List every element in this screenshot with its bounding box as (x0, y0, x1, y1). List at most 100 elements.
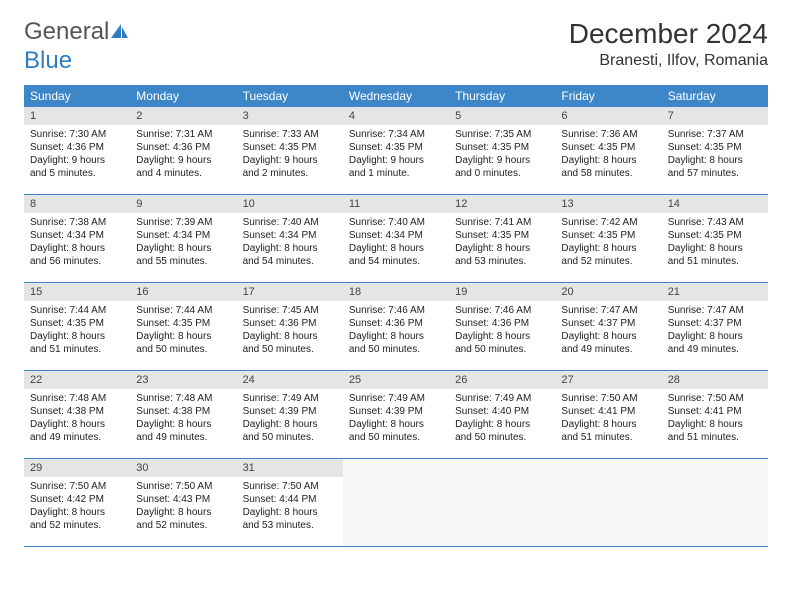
title-block: December 2024 Branesti, Ilfov, Romania (569, 18, 768, 70)
daylight-text: Daylight: 8 hours and 50 minutes. (136, 330, 230, 356)
calendar-day-cell: 6Sunrise: 7:36 AMSunset: 4:35 PMDaylight… (555, 107, 661, 195)
day-details: Sunrise: 7:49 AMSunset: 4:40 PMDaylight:… (449, 389, 555, 449)
sunrise-text: Sunrise: 7:44 AM (30, 304, 124, 317)
day-number: 12 (449, 195, 555, 213)
day-number: 13 (555, 195, 661, 213)
calendar-week-row: 1Sunrise: 7:30 AMSunset: 4:36 PMDaylight… (24, 107, 768, 195)
sunset-text: Sunset: 4:37 PM (668, 317, 762, 330)
calendar-day-cell: 27Sunrise: 7:50 AMSunset: 4:41 PMDayligh… (555, 371, 661, 459)
daylight-text: Daylight: 8 hours and 52 minutes. (136, 506, 230, 532)
daylight-text: Daylight: 8 hours and 51 minutes. (668, 418, 762, 444)
sunrise-text: Sunrise: 7:47 AM (561, 304, 655, 317)
day-details: Sunrise: 7:50 AMSunset: 4:41 PMDaylight:… (662, 389, 768, 449)
day-number: 11 (343, 195, 449, 213)
calendar-day-cell: 14Sunrise: 7:43 AMSunset: 4:35 PMDayligh… (662, 195, 768, 283)
daylight-text: Daylight: 8 hours and 51 minutes. (668, 242, 762, 268)
day-number: 10 (237, 195, 343, 213)
sunrise-text: Sunrise: 7:30 AM (30, 128, 124, 141)
sunset-text: Sunset: 4:35 PM (349, 141, 443, 154)
day-number: 25 (343, 371, 449, 389)
brand-text: GeneralBlue (24, 18, 129, 75)
sunrise-text: Sunrise: 7:49 AM (243, 392, 337, 405)
day-number: 18 (343, 283, 449, 301)
calendar-day-cell: 7Sunrise: 7:37 AMSunset: 4:35 PMDaylight… (662, 107, 768, 195)
day-details: Sunrise: 7:47 AMSunset: 4:37 PMDaylight:… (662, 301, 768, 361)
daylight-text: Daylight: 8 hours and 50 minutes. (243, 330, 337, 356)
month-title: December 2024 (569, 18, 768, 50)
day-number: 1 (24, 107, 130, 125)
day-details: Sunrise: 7:40 AMSunset: 4:34 PMDaylight:… (237, 213, 343, 273)
calendar-day-cell: 13Sunrise: 7:42 AMSunset: 4:35 PMDayligh… (555, 195, 661, 283)
sunrise-text: Sunrise: 7:50 AM (136, 480, 230, 493)
calendar-day-cell: 17Sunrise: 7:45 AMSunset: 4:36 PMDayligh… (237, 283, 343, 371)
sunset-text: Sunset: 4:34 PM (243, 229, 337, 242)
sunset-text: Sunset: 4:36 PM (136, 141, 230, 154)
calendar-day-cell: 18Sunrise: 7:46 AMSunset: 4:36 PMDayligh… (343, 283, 449, 371)
day-details: Sunrise: 7:39 AMSunset: 4:34 PMDaylight:… (130, 213, 236, 273)
sunset-text: Sunset: 4:42 PM (30, 493, 124, 506)
daylight-text: Daylight: 8 hours and 58 minutes. (561, 154, 655, 180)
sunset-text: Sunset: 4:36 PM (30, 141, 124, 154)
daylight-text: Daylight: 9 hours and 2 minutes. (243, 154, 337, 180)
day-number: 4 (343, 107, 449, 125)
sunrise-text: Sunrise: 7:48 AM (30, 392, 124, 405)
daylight-text: Daylight: 8 hours and 53 minutes. (243, 506, 337, 532)
daylight-text: Daylight: 8 hours and 49 minutes. (136, 418, 230, 444)
sunrise-text: Sunrise: 7:42 AM (561, 216, 655, 229)
sunrise-text: Sunrise: 7:43 AM (668, 216, 762, 229)
day-number: 17 (237, 283, 343, 301)
sunrise-text: Sunrise: 7:40 AM (349, 216, 443, 229)
day-details: Sunrise: 7:38 AMSunset: 4:34 PMDaylight:… (24, 213, 130, 273)
calendar-head: SundayMondayTuesdayWednesdayThursdayFrid… (24, 85, 768, 107)
calendar-day-cell: 19Sunrise: 7:46 AMSunset: 4:36 PMDayligh… (449, 283, 555, 371)
day-number: 19 (449, 283, 555, 301)
calendar-day-cell: 12Sunrise: 7:41 AMSunset: 4:35 PMDayligh… (449, 195, 555, 283)
daylight-text: Daylight: 8 hours and 56 minutes. (30, 242, 124, 268)
sunrise-text: Sunrise: 7:50 AM (243, 480, 337, 493)
day-number: 6 (555, 107, 661, 125)
sunset-text: Sunset: 4:35 PM (30, 317, 124, 330)
daylight-text: Daylight: 8 hours and 51 minutes. (30, 330, 124, 356)
sunrise-text: Sunrise: 7:50 AM (668, 392, 762, 405)
sunrise-text: Sunrise: 7:50 AM (561, 392, 655, 405)
day-details: Sunrise: 7:50 AMSunset: 4:43 PMDaylight:… (130, 477, 236, 537)
day-details: Sunrise: 7:46 AMSunset: 4:36 PMDaylight:… (449, 301, 555, 361)
day-number: 21 (662, 283, 768, 301)
sunset-text: Sunset: 4:36 PM (455, 317, 549, 330)
calendar-day-cell: 10Sunrise: 7:40 AMSunset: 4:34 PMDayligh… (237, 195, 343, 283)
location-text: Branesti, Ilfov, Romania (569, 52, 768, 70)
calendar-day-cell: 4Sunrise: 7:34 AMSunset: 4:35 PMDaylight… (343, 107, 449, 195)
day-number: 8 (24, 195, 130, 213)
day-details: Sunrise: 7:40 AMSunset: 4:34 PMDaylight:… (343, 213, 449, 273)
calendar-week-row: 8Sunrise: 7:38 AMSunset: 4:34 PMDaylight… (24, 195, 768, 283)
brand-text-blue: Blue (24, 47, 72, 74)
header-bar: GeneralBlue December 2024 Branesti, Ilfo… (24, 18, 768, 75)
sunrise-text: Sunrise: 7:49 AM (455, 392, 549, 405)
sunrise-text: Sunrise: 7:44 AM (136, 304, 230, 317)
weekday-header: Saturday (662, 85, 768, 107)
sunset-text: Sunset: 4:35 PM (136, 317, 230, 330)
daylight-text: Daylight: 8 hours and 50 minutes. (455, 330, 549, 356)
calendar-empty-cell (662, 459, 768, 547)
daylight-text: Daylight: 8 hours and 49 minutes. (561, 330, 655, 356)
sunset-text: Sunset: 4:37 PM (561, 317, 655, 330)
day-details: Sunrise: 7:35 AMSunset: 4:35 PMDaylight:… (449, 125, 555, 185)
calendar-day-cell: 11Sunrise: 7:40 AMSunset: 4:34 PMDayligh… (343, 195, 449, 283)
day-details: Sunrise: 7:36 AMSunset: 4:35 PMDaylight:… (555, 125, 661, 185)
calendar-day-cell: 8Sunrise: 7:38 AMSunset: 4:34 PMDaylight… (24, 195, 130, 283)
sunset-text: Sunset: 4:38 PM (30, 405, 124, 418)
day-number: 29 (24, 459, 130, 477)
day-details: Sunrise: 7:49 AMSunset: 4:39 PMDaylight:… (343, 389, 449, 449)
sunset-text: Sunset: 4:36 PM (349, 317, 443, 330)
day-number: 9 (130, 195, 236, 213)
sunset-text: Sunset: 4:35 PM (561, 141, 655, 154)
sunrise-text: Sunrise: 7:31 AM (136, 128, 230, 141)
sunset-text: Sunset: 4:34 PM (30, 229, 124, 242)
sunrise-text: Sunrise: 7:50 AM (30, 480, 124, 493)
daylight-text: Daylight: 9 hours and 4 minutes. (136, 154, 230, 180)
sunrise-text: Sunrise: 7:34 AM (349, 128, 443, 141)
sunrise-text: Sunrise: 7:39 AM (136, 216, 230, 229)
daylight-text: Daylight: 8 hours and 49 minutes. (30, 418, 124, 444)
sunset-text: Sunset: 4:44 PM (243, 493, 337, 506)
day-details: Sunrise: 7:37 AMSunset: 4:35 PMDaylight:… (662, 125, 768, 185)
